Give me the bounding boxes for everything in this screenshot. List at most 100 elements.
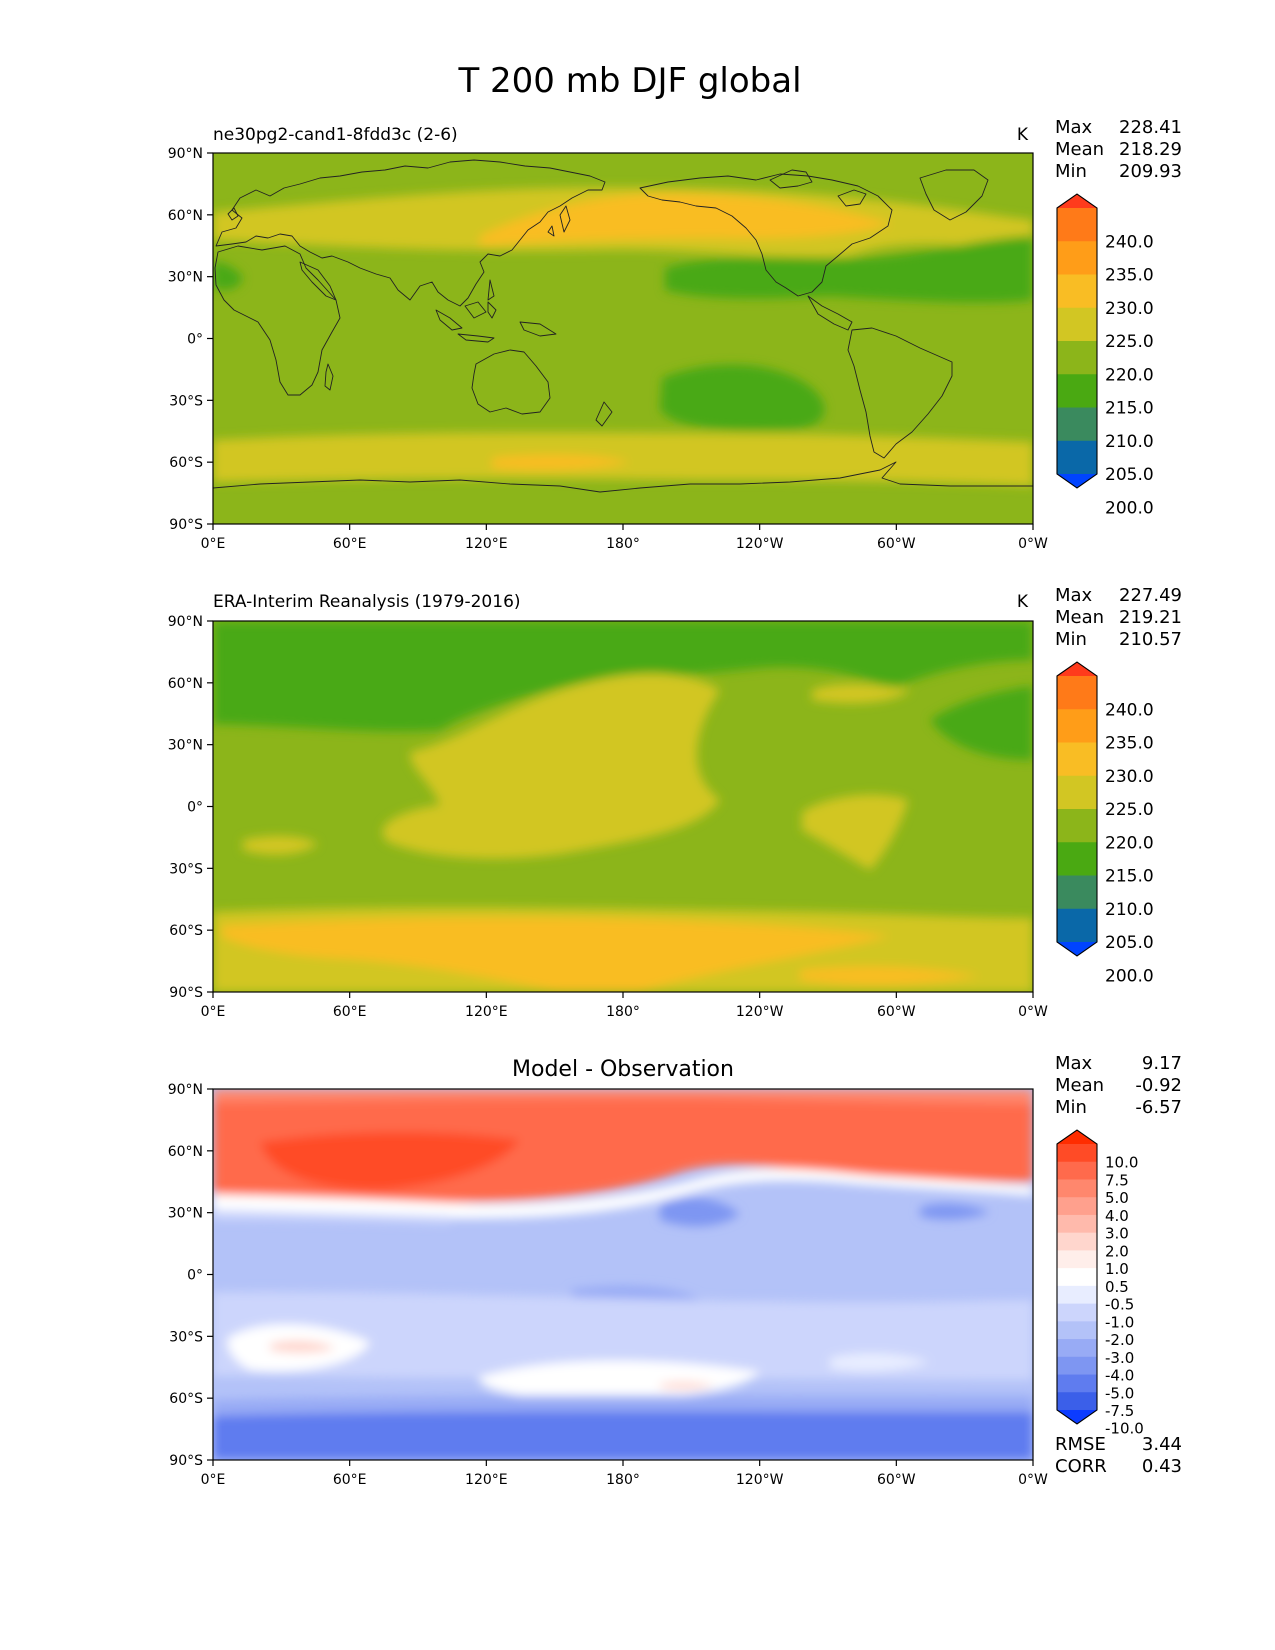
colorbar-label: 0.5 xyxy=(1105,1278,1129,1296)
colorbar-label: 200.0 xyxy=(1105,966,1154,986)
colorbar-segment xyxy=(1057,440,1097,475)
stat-value: 219.21 xyxy=(1119,607,1182,628)
stats-block: Max 9.17 Mean -0.92 Min -6.57 xyxy=(1055,1053,1182,1118)
colorbar-outline xyxy=(1056,661,1098,957)
stat-value: -6.57 xyxy=(1135,1097,1182,1118)
colorbar-segment xyxy=(1057,1232,1097,1251)
colorbar-segment xyxy=(1057,1339,1097,1358)
colorbar-label: 200.0 xyxy=(1105,498,1154,518)
stat-label: Max xyxy=(1055,1053,1093,1074)
colorbar-segment xyxy=(1057,208,1097,242)
units-label: K xyxy=(1017,592,1029,612)
stat-value: -0.92 xyxy=(1135,1075,1182,1096)
lon-tick-label: 120°W xyxy=(736,1472,784,1488)
colorbar-label: 220.0 xyxy=(1105,833,1154,853)
stat-label: Max xyxy=(1055,585,1093,606)
colorbar-segment xyxy=(1057,676,1097,710)
lon-tick-label: 0°W xyxy=(1018,1472,1048,1488)
colorbar-extend-max xyxy=(1057,1130,1097,1144)
stat-value: 228.41 xyxy=(1119,117,1182,138)
axis-ticks: 90°N 60°N 30°N 0° 30°S 60°S 90°S 0°E 60°E 120°E 18… xyxy=(168,1082,1048,1488)
panel-title: ne30pg2-cand1-8fdd3c (2-6) xyxy=(213,125,458,145)
lat-tick-label: 60°N xyxy=(168,676,203,692)
lat-tick-label: 30°S xyxy=(169,861,203,877)
colorbar-label: 5.0 xyxy=(1105,1189,1129,1207)
contour-field xyxy=(213,1089,1033,1460)
colorbar-segment xyxy=(1057,374,1097,409)
lat-tick-label: 60°S xyxy=(169,923,203,939)
panel-title: Model - Observation xyxy=(512,1057,734,1082)
lon-tick-label: 0°E xyxy=(201,1004,226,1020)
colorbar-outline xyxy=(1056,193,1098,489)
colorbar-label: -10.0 xyxy=(1105,1420,1144,1438)
lat-tick-label: 30°N xyxy=(168,738,203,754)
lat-tick-label: 60°S xyxy=(169,1391,203,1407)
stat-label: Mean xyxy=(1055,1075,1104,1096)
lon-tick-label: 0°W xyxy=(1018,536,1048,552)
colorbar-label: 210.0 xyxy=(1105,432,1154,452)
colorbar-segment xyxy=(1057,341,1097,375)
lat-tick-label: 30°N xyxy=(168,1206,203,1222)
panel-title: ERA-Interim Reanalysis (1979-2016) xyxy=(213,592,521,612)
colorbar-segment xyxy=(1057,709,1097,744)
colorbar-label: 2.0 xyxy=(1105,1242,1129,1260)
colorbar-segment xyxy=(1057,1214,1097,1234)
lat-tick-label: 90°N xyxy=(168,1082,203,1098)
colorbar-segment xyxy=(1057,1356,1097,1376)
lon-tick-label: 0°E xyxy=(201,1472,226,1488)
lat-tick-label: 90°N xyxy=(168,146,203,162)
lat-tick-label: 30°S xyxy=(169,1329,203,1345)
panel-difference: Model - Observation 90°N 60°N 30°N 0° 30°S 60… xyxy=(168,1053,1182,1488)
colorbar-segment xyxy=(1057,875,1097,910)
lon-tick-label: 60°W xyxy=(877,1472,916,1488)
colorbar-label: 225.0 xyxy=(1105,800,1154,820)
metric-value: 0.43 xyxy=(1142,1456,1182,1477)
colorbar-label: 230.0 xyxy=(1105,299,1154,319)
stat-value: 210.57 xyxy=(1119,629,1182,650)
colorbar-label: 10.0 xyxy=(1105,1154,1138,1172)
lon-tick-label: 120°W xyxy=(736,1004,784,1020)
contour-field xyxy=(213,621,1033,992)
colorbar-segment xyxy=(1057,842,1097,877)
lat-tick-label: 0° xyxy=(187,332,203,348)
lat-tick-label: 60°S xyxy=(169,455,203,471)
lat-tick-label: 90°S xyxy=(169,1453,203,1469)
axis-ticks: 90°N 60°N 30°N 0° 30°S 60°S 90°S 0°E 60°E 120°E 18… xyxy=(168,614,1048,1020)
lon-tick-label: 120°E xyxy=(465,536,508,552)
colorbar: 240.0 235.0 230.0 225.0 220.0 215.0 210.0 205.0… xyxy=(1056,661,1154,986)
colorbar-segment xyxy=(1057,1392,1097,1411)
lon-tick-label: 60°E xyxy=(333,1004,367,1020)
colorbar-label: 240.0 xyxy=(1105,232,1154,252)
colorbar-segment xyxy=(1057,809,1097,843)
colorbar-label: 230.0 xyxy=(1105,767,1154,787)
colorbar-label: 3.0 xyxy=(1105,1225,1129,1243)
colorbar-label: -4.0 xyxy=(1105,1367,1134,1385)
figure-title: T 200 mb DJF global xyxy=(457,61,801,101)
stat-label: Min xyxy=(1055,161,1087,182)
lat-tick-label: 0° xyxy=(187,1268,203,1284)
lat-tick-label: 90°S xyxy=(169,985,203,1001)
colorbar-label: -0.5 xyxy=(1105,1296,1134,1314)
metric-value: 3.44 xyxy=(1142,1434,1182,1455)
lon-tick-label: 120°E xyxy=(465,1004,508,1020)
colorbar-label: -2.0 xyxy=(1105,1331,1134,1349)
lon-tick-label: 60°W xyxy=(877,536,916,552)
colorbar-label: 240.0 xyxy=(1105,700,1154,720)
colorbar-extend-min xyxy=(1057,1410,1097,1424)
lat-tick-label: 30°N xyxy=(168,270,203,286)
colorbar: 240.0 235.0 230.0 225.0 220.0 215.0 210.0 205.0… xyxy=(1056,193,1154,518)
panel-test: ne30pg2-cand1-8fdd3c (2-6) K 90°N 60°N 30°… xyxy=(168,117,1182,552)
colorbar-label: -5.0 xyxy=(1105,1384,1134,1402)
lat-tick-label: 60°N xyxy=(168,1144,203,1160)
colorbar-label: 4.0 xyxy=(1105,1207,1129,1225)
colorbar-segment xyxy=(1057,1321,1097,1340)
colorbar-label: 235.0 xyxy=(1105,266,1154,286)
colorbar-label: 205.0 xyxy=(1105,465,1154,485)
stat-value: 218.29 xyxy=(1119,139,1182,160)
stat-label: Min xyxy=(1055,629,1087,650)
lat-tick-label: 60°N xyxy=(168,208,203,224)
colorbar-segment xyxy=(1057,274,1097,309)
colorbar-label: 215.0 xyxy=(1105,399,1154,419)
colorbar-label: 215.0 xyxy=(1105,867,1154,887)
